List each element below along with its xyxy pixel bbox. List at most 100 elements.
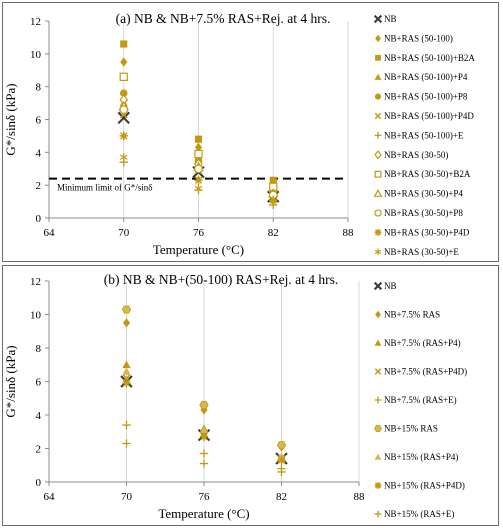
legend-label: NB+RAS (50-100)+E [384, 130, 464, 140]
y-tick-label: 2 [36, 180, 42, 192]
legend-marker [374, 453, 382, 460]
legend-marker [374, 425, 382, 432]
series-nb-15-ras-e [122, 439, 286, 477]
data-point [122, 367, 131, 375]
legend-label: NB+RAS (50-100)+B2A [384, 53, 475, 63]
legend-marker [373, 14, 383, 24]
legend-marker [374, 93, 382, 100]
legend-label: NB+15% (RAS+P4) [384, 452, 458, 462]
legend-label: NB [384, 14, 397, 24]
x-tick-label: 64 [44, 491, 56, 503]
legend-label: NB+RAS (30-50) [384, 150, 448, 160]
legend-label: NB+7.5% (RAS+P4) [384, 338, 461, 348]
legend-marker [374, 368, 382, 375]
y-axis-title: G*/sinδ (kPa) [3, 345, 18, 417]
legend-label: NB+RAS (30-50)+P4D [384, 227, 470, 237]
minimum-limit-label: Minimum limit of G*/sinδ [57, 183, 153, 193]
data-point [199, 425, 209, 434]
data-point [194, 184, 203, 193]
legend-label: NB+RAS (50-100)+P4D [384, 111, 474, 121]
data-point [122, 378, 131, 388]
data-point [199, 432, 209, 441]
x-tick-label: 70 [121, 491, 133, 503]
legend-item: NB+RAS (50-100)+P8 [374, 92, 468, 102]
legend-item: NB+7.5% (RAS+P4) [374, 338, 461, 348]
x-tick-label: 64 [44, 227, 56, 239]
data-point [122, 420, 131, 430]
data-point [277, 456, 286, 465]
legend-item: NB+RAS (30-50) [374, 150, 448, 160]
data-point [194, 142, 203, 153]
legend-marker [374, 112, 382, 120]
y-tick-label: 0 [36, 213, 42, 225]
data-point [120, 57, 128, 67]
y-tick-label: 12 [30, 16, 41, 28]
x-tick-label: 82 [268, 227, 279, 239]
y-tick-label: 8 [36, 82, 42, 94]
legend-label: NB+7.5% (RAS+P4D) [384, 367, 467, 377]
data-point [269, 199, 278, 208]
x-tick-label: 88 [354, 491, 366, 503]
legend-item: NB+RAS (30-50)+P4D [374, 227, 470, 237]
y-tick-label: 4 [36, 147, 42, 159]
data-point [122, 439, 131, 448]
legend-item: NB+RAS (30-50)+E [374, 247, 459, 257]
data-point [277, 467, 286, 477]
series-nb-ras-30-50-e [119, 153, 278, 208]
legend-label: NB+RAS (30-50)+E [384, 247, 459, 257]
legend-item: NB+15% (RAS+P4D) [374, 481, 465, 491]
legend-label: NB+15% (RAS+E) [384, 509, 454, 519]
legend-item: NB+RAS (50-100)+B2A [375, 53, 475, 63]
y-tick-label: 6 [36, 115, 42, 127]
y-axis-title: G*/sinδ (kPa) [3, 83, 18, 155]
legend-label: NB [384, 281, 397, 291]
legend-item: NB+7.5% RAS [375, 310, 440, 320]
series-nb-15-ras-p4d [122, 378, 286, 465]
data-point [121, 305, 132, 314]
data-point [119, 131, 128, 141]
legend-marker [374, 150, 382, 160]
x-tick-label: 88 [343, 227, 355, 239]
legend-item: NB+RAS (50-100)+P4D [374, 111, 474, 121]
data-point [194, 135, 203, 143]
legend-marker [375, 54, 381, 61]
legend-label: NB+RAS (30-50)+P4 [384, 189, 463, 199]
legend-item: NB+7.5% (RAS+E) [374, 395, 457, 405]
legend-item: NB+RAS (50-100)+P4 [374, 72, 468, 82]
legend-marker [374, 482, 382, 489]
chart-title: (b) NB & NB+(50-100) RAS+Rej. at 4 hrs. [104, 272, 339, 287]
legend-item: NB+15% RAS [374, 424, 438, 434]
legend-label: NB+15% (RAS+P4D) [384, 481, 465, 491]
data-point [119, 153, 128, 162]
data-point [122, 360, 131, 369]
legend-marker [374, 339, 382, 346]
legend-marker [374, 209, 382, 217]
series-nb-ras-30-50-b2a [119, 72, 278, 191]
legend-item: NB+RAS (50-100) [375, 33, 453, 43]
data-point [194, 164, 203, 174]
series-nb-15-ras [121, 305, 287, 450]
legend-item: NB+RAS (50-100)+E [374, 130, 464, 140]
legend-label: NB+RAS (50-100) [384, 33, 453, 43]
data-point [199, 449, 209, 458]
scatter-chart-a: 0 2 4 6 8 10 12 64 70 76 82 88 (a) NB & NB+7.5% RAS+… [3, 11, 475, 257]
y-tick-label: 12 [30, 276, 41, 288]
legend-marker [374, 396, 382, 404]
data-point [119, 105, 129, 115]
legend-marker [375, 310, 381, 319]
legend-item: NB+RAS (30-50)+B2A [374, 169, 471, 179]
legend-label: NB+7.5% RAS [384, 310, 440, 320]
data-point [199, 400, 209, 409]
legend-item: NB+15% (RAS+P4) [374, 452, 458, 462]
chart-title: (a) NB & NB+7.5% RAS+Rej. at 4 hrs. [116, 11, 331, 26]
x-axis-title: Temperature (°C) [153, 242, 244, 257]
legend-marker [374, 229, 382, 236]
x-tick-label: 76 [193, 227, 205, 239]
legend-marker [373, 188, 383, 197]
legend-marker [374, 510, 382, 518]
legend-label: NB+RAS (30-50)+B2A [384, 169, 471, 179]
legend-label: NB+15% RAS [384, 424, 438, 434]
data-point [117, 111, 130, 125]
data-point [119, 72, 128, 81]
x-tick-label: 76 [199, 491, 211, 503]
